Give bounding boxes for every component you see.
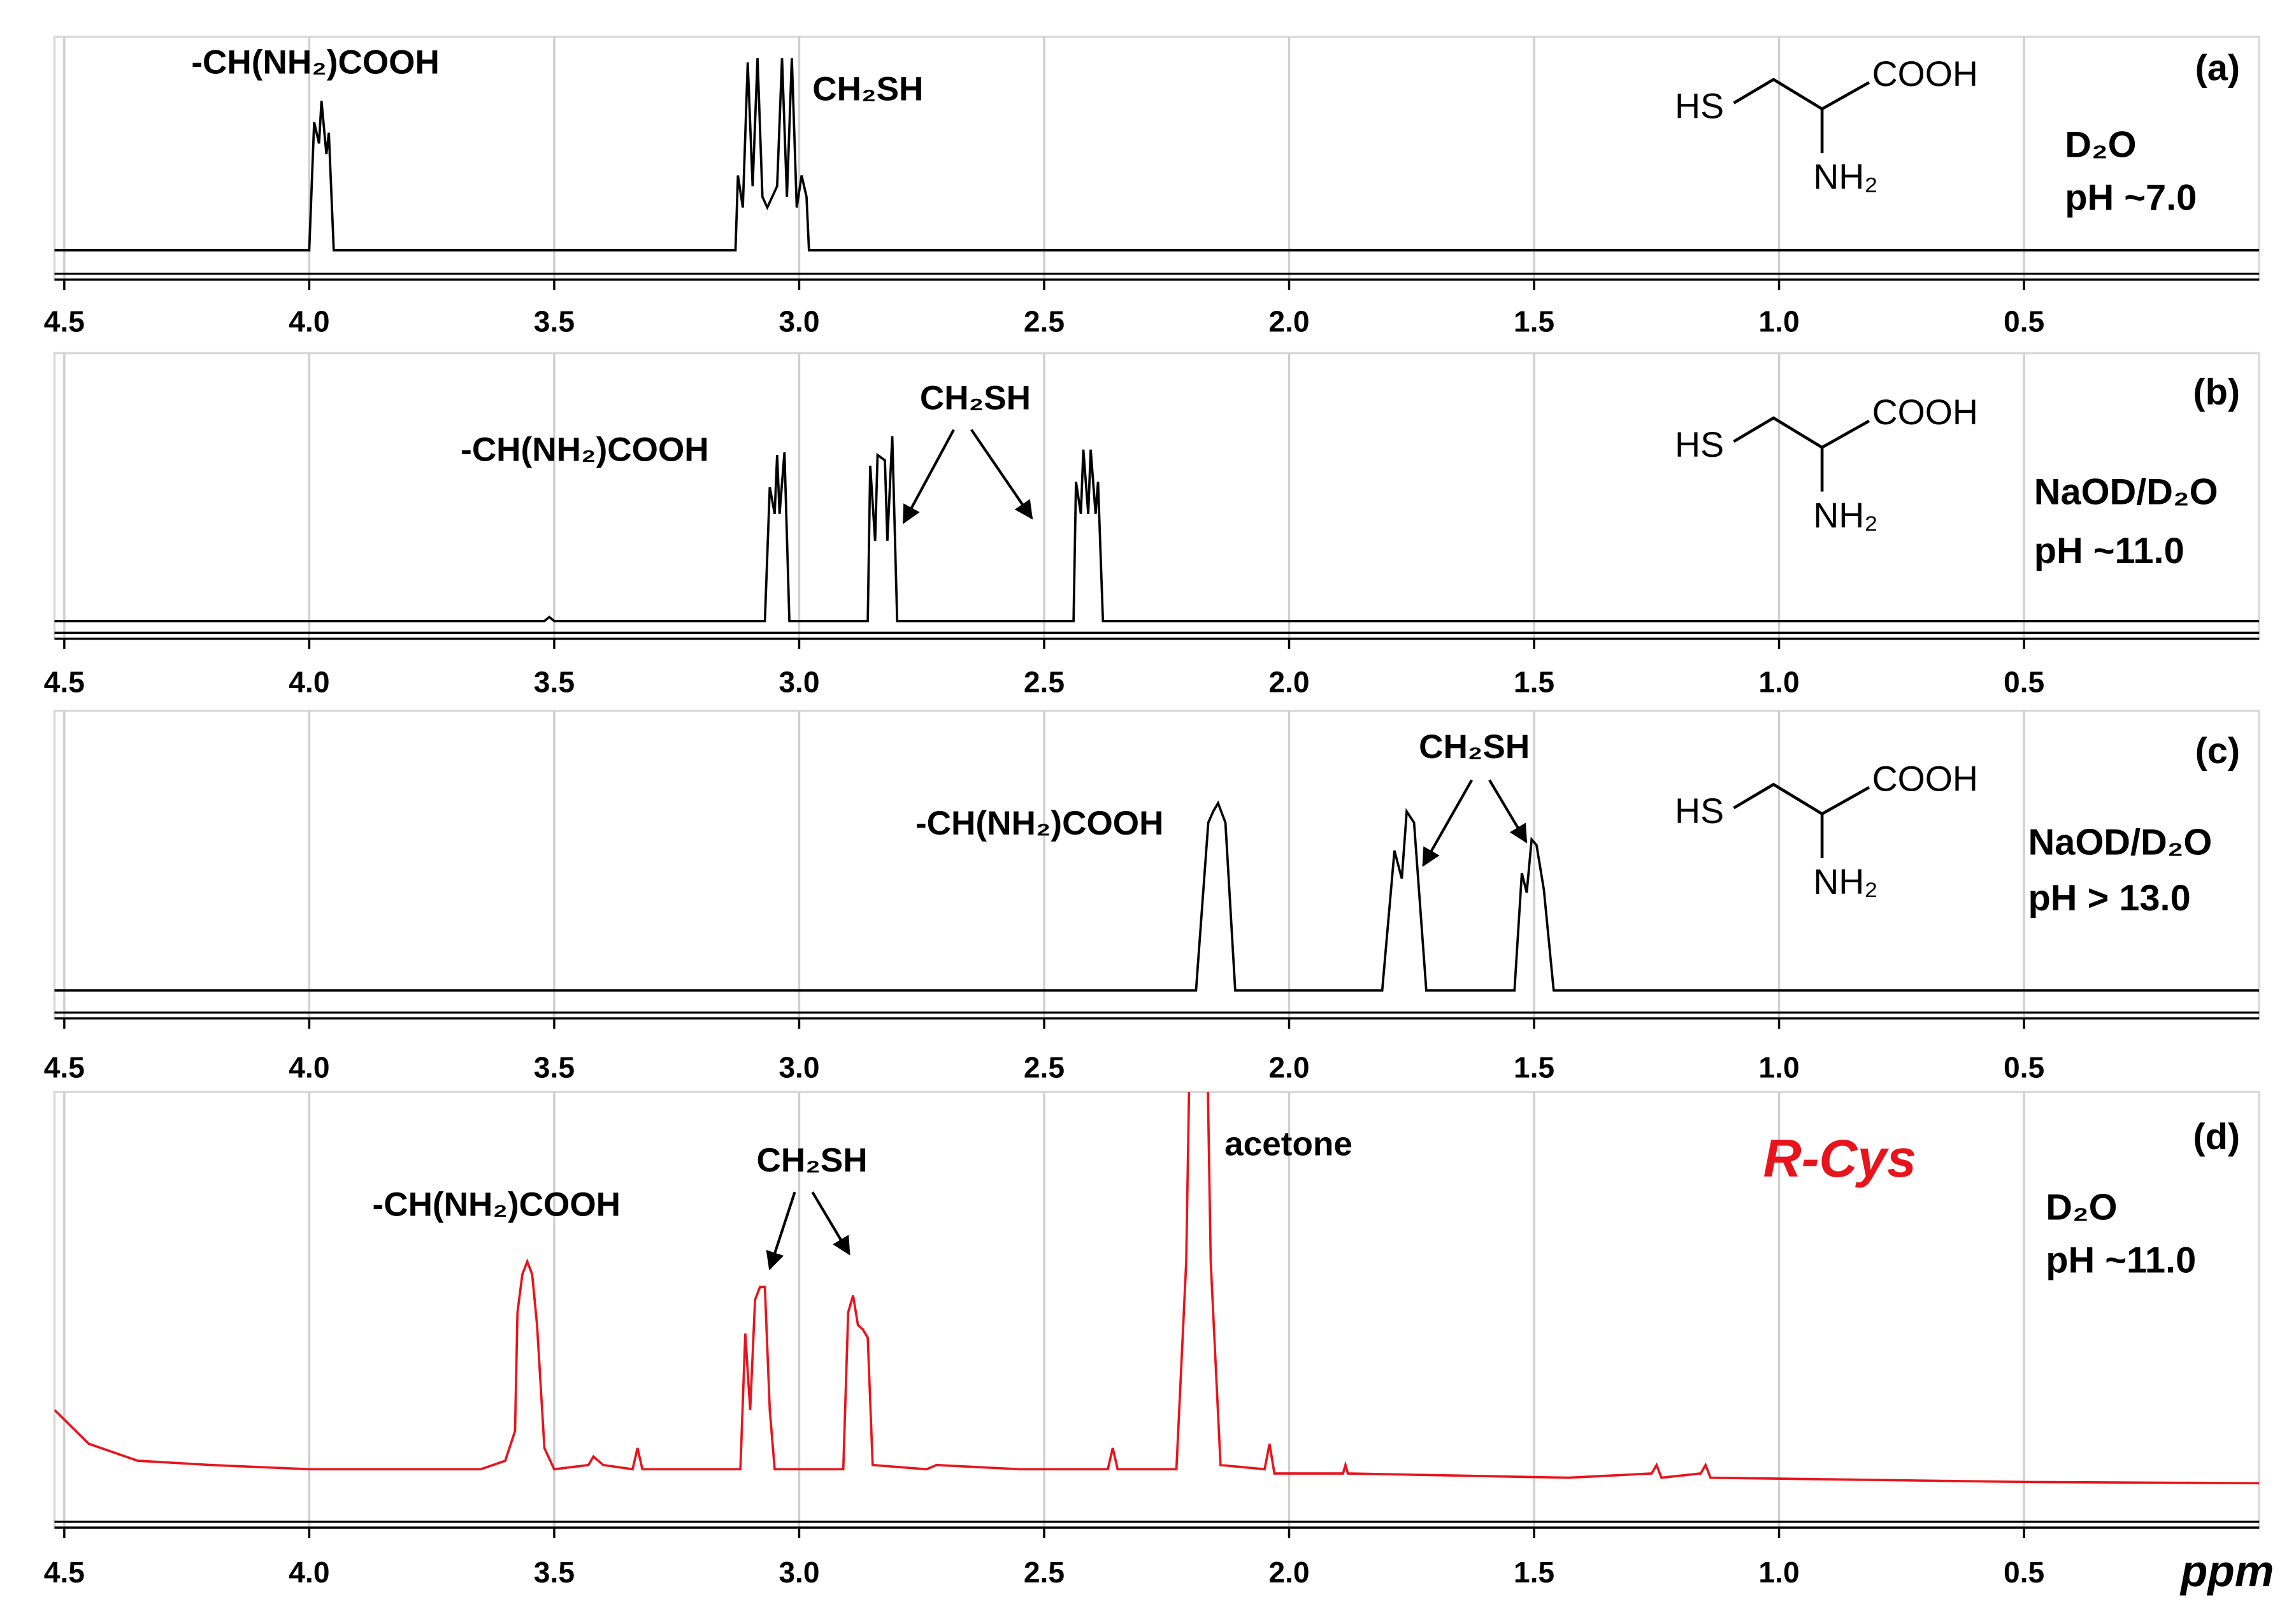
panel-label: (c): [2195, 731, 2241, 771]
structure-label: COOH: [1872, 54, 1978, 94]
x-tick-label: 2.0: [1268, 665, 1309, 698]
panel-label: (d): [2193, 1116, 2240, 1157]
spectrum-line: [54, 1092, 2260, 1485]
x-tick-label: 2.5: [1024, 305, 1065, 338]
x-tick-label: 0.5: [2004, 665, 2044, 698]
x-tick-label: 1.0: [1758, 1556, 1799, 1589]
structure-label: HS: [1675, 425, 1724, 464]
solvent: NaOD/D₂O: [2034, 471, 2218, 512]
x-tick-label: 4.5: [44, 665, 85, 698]
x-tick-label: 1.0: [1758, 1051, 1799, 1084]
x-tick-label: 2.0: [1268, 1051, 1309, 1084]
x-tick-label: 3.0: [778, 665, 819, 698]
x-tick-label: 2.5: [1024, 665, 1065, 698]
plot-frame: [53, 710, 2260, 1020]
solvent: NaOD/D₂O: [2028, 822, 2213, 863]
annotation: -CH(NH₂)COOH: [191, 44, 440, 82]
spectrum-line: [54, 800, 2260, 992]
structure-label: NH₂: [1813, 157, 1878, 196]
x-tick-label: 4.0: [289, 665, 329, 698]
arrow: [766, 1191, 796, 1271]
annotation: CH₂SH: [756, 1142, 867, 1179]
structure-label: HS: [1675, 791, 1724, 831]
x-tick-label: 1.5: [1514, 1556, 1554, 1589]
x-tick-label: 3.0: [778, 1556, 819, 1589]
panel: 4.5 4.0 3.5 3.0 2.5 2.0 1.5 1.0 0.5 (c) NaOD/D₂O pH…: [44, 710, 2260, 1084]
x-tick-label: 1.5: [1514, 305, 1554, 338]
x-tick-label: 3.0: [778, 1051, 819, 1084]
arrow: [970, 429, 1033, 520]
x-tick-label: 4.0: [289, 305, 329, 338]
x-tick-label: 3.5: [534, 665, 575, 698]
plot-frame: [53, 1091, 2260, 1529]
panel-label: (b): [2193, 371, 2240, 412]
x-tick-label: 3.0: [778, 305, 819, 338]
x-tick-label: 4.5: [44, 1051, 85, 1084]
x-tick-label: 1.0: [1758, 305, 1799, 338]
arrow: [1488, 779, 1528, 843]
bond: [1733, 782, 1870, 816]
panel: 4.5 4.0 3.5 3.0 2.5 2.0 1.5 1.0 0.5 (b) NaOD/D₂O pH…: [44, 352, 2260, 698]
spectrum-line: [54, 436, 2260, 622]
annotation: CH₂SH: [1419, 728, 1530, 766]
spectrum-line: [54, 58, 2260, 252]
solvent: D₂O: [2065, 124, 2136, 165]
x-tick-label: 4.5: [44, 1556, 85, 1589]
bond: [1733, 416, 1870, 449]
structure-label: NH₂: [1813, 496, 1878, 535]
x-tick-label: 0.5: [2004, 305, 2044, 338]
x-tick-label: 4.0: [289, 1556, 329, 1589]
annotation: -CH(NH₂)COOH: [373, 1186, 621, 1223]
structure-label: COOH: [1872, 392, 1978, 432]
x-tick-label: 3.5: [534, 1556, 575, 1589]
x-axis-label: ppm: [2179, 1546, 2274, 1596]
panel-label: (a): [2195, 48, 2241, 89]
arrow: [1422, 779, 1474, 867]
condition: pH ~11.0: [2034, 531, 2185, 571]
annotation: R-Cys: [1763, 1129, 1916, 1188]
x-tick-label: 1.0: [1758, 665, 1799, 698]
annotation: CH₂SH: [812, 70, 923, 108]
panel: 4.5 4.0 3.5 3.0 2.5 2.0 1.5 1.0 0.5 (d) D₂O pH ~11.…: [44, 1091, 2274, 1596]
x-tick-label: 1.5: [1514, 665, 1554, 698]
bond: [1733, 78, 1870, 111]
condition: pH ~7.0: [2065, 177, 2197, 218]
x-tick-label: 3.5: [534, 305, 575, 338]
solvent: D₂O: [2046, 1187, 2117, 1228]
x-tick-label: 2.5: [1024, 1051, 1065, 1084]
condition: pH > 13.0: [2028, 878, 2191, 919]
structure-label: HS: [1675, 87, 1724, 126]
annotation: acetone: [1224, 1126, 1352, 1163]
x-tick-label: 2.0: [1268, 1556, 1309, 1589]
annotation: CH₂SH: [920, 379, 1031, 417]
condition: pH ~11.0: [2046, 1240, 2196, 1280]
annotation: -CH(NH₂)COOH: [461, 431, 709, 468]
x-tick-label: 4.0: [289, 1051, 329, 1084]
x-tick-label: 4.5: [44, 305, 85, 338]
x-tick-label: 3.5: [534, 1051, 575, 1084]
arrow: [902, 429, 955, 524]
panel: 4.5 4.0 3.5 3.0 2.5 2.0 1.5 1.0 0.5 (a) D₂O pH ~7.0…: [44, 36, 2260, 338]
x-tick-label: 2.0: [1268, 305, 1309, 338]
structure-label: COOH: [1872, 759, 1978, 798]
x-tick-label: 0.5: [2004, 1556, 2044, 1589]
arrow: [811, 1191, 850, 1256]
structure-label: NH₂: [1813, 862, 1878, 901]
annotation: -CH(NH₂)COOH: [915, 805, 1164, 842]
x-tick-label: 2.5: [1024, 1556, 1065, 1589]
x-tick-label: 1.5: [1514, 1051, 1554, 1084]
x-tick-label: 0.5: [2004, 1051, 2044, 1084]
